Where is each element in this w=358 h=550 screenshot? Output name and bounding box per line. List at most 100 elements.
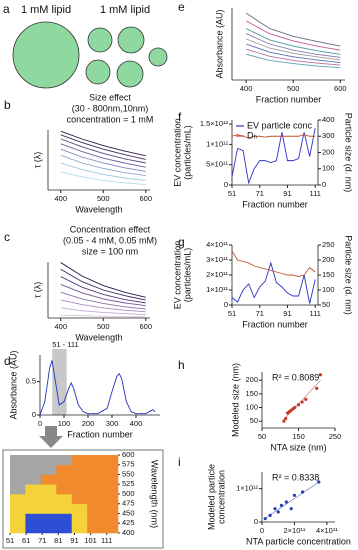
y-tick-label: 50 bbox=[250, 416, 258, 425]
y-axis-label: τ (λ) bbox=[32, 152, 42, 169]
x-tick-label: 400 bbox=[240, 84, 253, 93]
heat-cell bbox=[71, 455, 88, 466]
heat-cell bbox=[87, 523, 103, 534]
series-line bbox=[60, 143, 146, 168]
series-line bbox=[245, 33, 341, 58]
heat-cell bbox=[87, 503, 103, 514]
heat-cell bbox=[10, 455, 26, 466]
heat-cell bbox=[102, 484, 119, 495]
panel-letter: c bbox=[4, 230, 10, 244]
y-tick-label: 400 bbox=[122, 528, 135, 537]
x-tick-label: 91 bbox=[283, 189, 291, 198]
x-tick-label: 51 bbox=[6, 536, 14, 545]
heat-cell bbox=[25, 513, 42, 524]
heat-cell bbox=[87, 464, 103, 475]
heat-cell bbox=[87, 455, 103, 466]
heat-cell bbox=[10, 503, 26, 514]
x-tick-label: 400 bbox=[54, 322, 67, 331]
heat-cell bbox=[102, 455, 119, 466]
heat-cell bbox=[71, 523, 88, 534]
x-tick-label: 111 bbox=[310, 189, 321, 198]
y2-tick-label: 200 bbox=[322, 147, 335, 156]
heat-cell bbox=[71, 464, 88, 475]
x-tick-label: 4×10¹¹ bbox=[316, 526, 338, 535]
series-line bbox=[245, 12, 341, 47]
heat-cell bbox=[56, 464, 73, 475]
x-tick-label: 0 bbox=[260, 526, 264, 535]
point bbox=[284, 500, 288, 504]
legend-label: EV particle conc bbox=[247, 120, 313, 130]
series-line bbox=[60, 171, 146, 186]
heat-cell bbox=[71, 494, 88, 505]
y-tick-label: 0 bbox=[254, 517, 258, 526]
x-tick-label: 61 bbox=[22, 536, 30, 545]
series-line bbox=[60, 268, 146, 301]
heat-cell bbox=[56, 494, 73, 505]
heat-cell bbox=[10, 484, 26, 495]
x-tick-label: 71 bbox=[256, 309, 264, 318]
heat-cell bbox=[10, 464, 26, 475]
series-line bbox=[245, 43, 341, 63]
heat-cell bbox=[25, 464, 42, 475]
panel-letter: a bbox=[3, 2, 10, 16]
heat-cell bbox=[71, 484, 88, 495]
point bbox=[289, 507, 293, 511]
heat-cell bbox=[25, 523, 42, 534]
heat-cell bbox=[25, 503, 42, 514]
panel-letter: d bbox=[4, 354, 11, 368]
series-line bbox=[39, 360, 156, 416]
y2-tick-label: 300 bbox=[322, 131, 335, 140]
y-tick-label: 4×10¹¹ bbox=[206, 240, 228, 249]
x-tick-label: 101 bbox=[84, 536, 97, 545]
x-tick-label: 0 bbox=[38, 419, 42, 428]
heat-cell bbox=[71, 513, 88, 524]
annotation: R² = 0.8089 bbox=[272, 372, 319, 382]
heat-cell bbox=[25, 494, 42, 505]
y-axis-label: Absorbance (AU) bbox=[8, 350, 18, 419]
x-axis-label: Fraction number bbox=[256, 94, 322, 104]
x-tick-label: 111 bbox=[310, 309, 321, 318]
series-line bbox=[245, 20, 341, 51]
x-tick-label: 51 bbox=[228, 189, 236, 198]
heat-cell bbox=[87, 513, 103, 524]
panel-letter: e bbox=[178, 0, 185, 14]
series-line bbox=[60, 283, 146, 307]
x-tick-label: 71 bbox=[256, 189, 264, 198]
heat-cell bbox=[25, 474, 42, 485]
x-axis-label: Wavelength bbox=[75, 204, 122, 214]
y2-tick-label: 50 bbox=[322, 300, 330, 309]
heat-cell bbox=[40, 464, 57, 475]
series-line bbox=[60, 307, 146, 316]
y-axis-label: EV concentration bbox=[172, 118, 182, 187]
heat-cell bbox=[102, 513, 119, 524]
chart-title: Size effect bbox=[89, 92, 131, 102]
y2-tick-label: 200 bbox=[322, 255, 335, 264]
y-tick-label: 0 bbox=[224, 300, 228, 309]
heat-cell bbox=[56, 503, 73, 514]
series-line bbox=[60, 299, 146, 313]
heat-cell bbox=[40, 474, 57, 485]
y-axis-label: concentration bbox=[216, 470, 226, 524]
small-vesicle bbox=[85, 59, 111, 85]
series-line bbox=[60, 291, 146, 310]
x-tick-label: 500 bbox=[287, 84, 300, 93]
x-axis-label: Wavelength bbox=[75, 332, 122, 342]
heat-cell bbox=[25, 484, 42, 495]
y-tick-label: 500 bbox=[122, 489, 135, 498]
heat-cell bbox=[87, 474, 103, 485]
x-axis-label: NTA size (nm) bbox=[270, 442, 326, 452]
series-line bbox=[231, 250, 316, 277]
y-tick-label: 5×10¹¹ bbox=[206, 160, 228, 169]
highlight bbox=[52, 349, 67, 415]
heat-cell bbox=[10, 523, 26, 534]
heat-cell bbox=[10, 494, 26, 505]
x-tick-label: 400 bbox=[54, 194, 67, 203]
annotation: R² = 0.8338 bbox=[272, 472, 319, 482]
large-vesicle bbox=[12, 21, 80, 89]
chart-title: Concentration effect bbox=[70, 224, 151, 234]
series-line bbox=[60, 154, 146, 177]
series-line bbox=[60, 134, 146, 160]
chart-title: concentration = 1 mM bbox=[67, 114, 154, 124]
small-vesicle bbox=[116, 60, 144, 88]
point bbox=[276, 510, 280, 514]
